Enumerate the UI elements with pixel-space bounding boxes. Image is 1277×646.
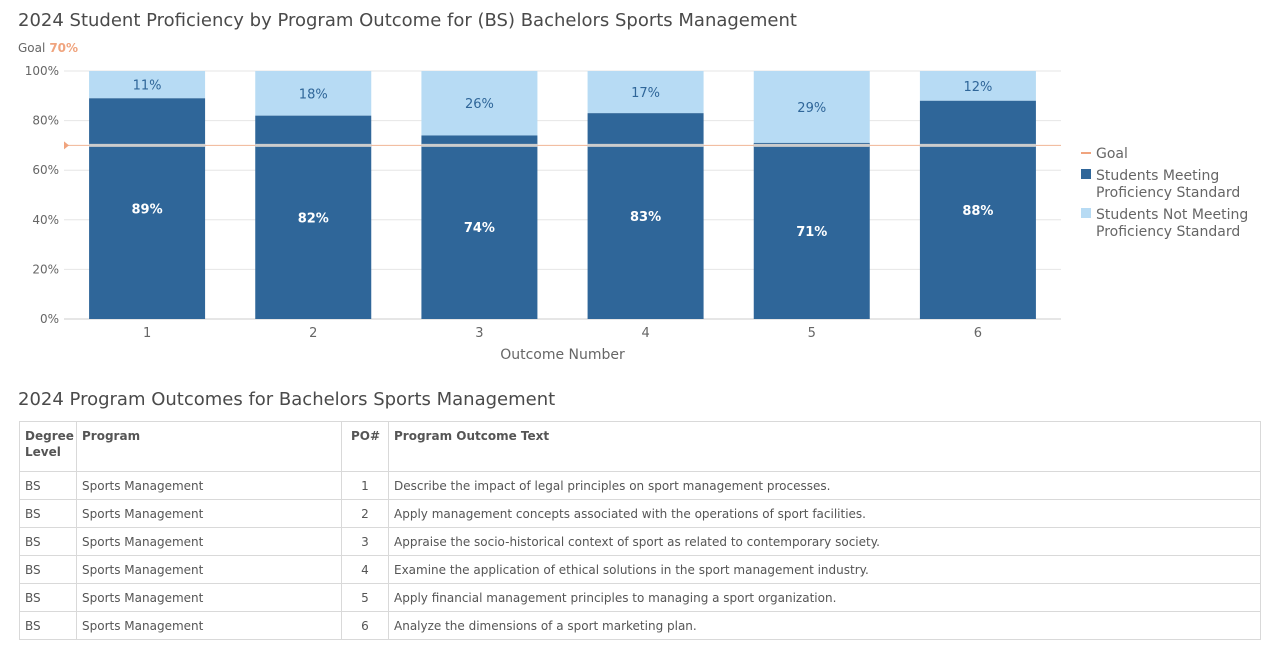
header-degree-level: Degree Level (19, 421, 77, 472)
bar-not-meeting (919, 71, 1036, 101)
header-po-number: PO# (341, 421, 389, 472)
bar-not-meeting (255, 71, 372, 116)
cell-outcome-text: Appraise the socio-historical context of… (388, 527, 1261, 556)
data-label-not-meeting: 18% (299, 87, 328, 102)
bar-not-meeting (421, 71, 538, 136)
goal-caption-label: Goal (18, 41, 46, 55)
x-tick-label: 6 (974, 326, 982, 341)
legend-swatch (1081, 169, 1091, 179)
legend-label: Goal (1096, 146, 1128, 162)
program-outcomes-table: Degree Level Program PO# Program Outcome… (19, 421, 1261, 640)
table-row: BS Sports Management 6 Analyze the dimen… (19, 611, 1261, 640)
y-tick-label: 20% (32, 262, 59, 276)
table-row: BS Sports Management 1 Describe the impa… (19, 471, 1261, 500)
bar-meeting (421, 135, 538, 319)
bar-meeting (753, 142, 870, 319)
legend-label: Proficiency Standard (1096, 185, 1240, 201)
data-label-meeting: 89% (132, 203, 163, 218)
table-header-row: Degree Level Program PO# Program Outcome… (19, 421, 1261, 472)
y-tick-label: 60% (32, 163, 59, 177)
cell-program: Sports Management (76, 471, 342, 500)
table-title: 2024 Program Outcomes for Bachelors Spor… (18, 389, 556, 410)
bar-not-meeting (587, 71, 704, 114)
legend-label: Proficiency Standard (1096, 224, 1240, 240)
cell-po: 3 (341, 527, 389, 556)
data-label-meeting: 74% (464, 221, 495, 236)
cell-po: 4 (341, 555, 389, 584)
x-axis-label: Outcome Number (500, 347, 625, 363)
data-label-not-meeting: 17% (631, 86, 660, 101)
cell-program: Sports Management (76, 527, 342, 556)
bar-not-meeting (89, 71, 206, 99)
bar-meeting (255, 115, 372, 319)
cell-degree: BS (19, 583, 77, 612)
data-label-not-meeting: 12% (963, 80, 992, 95)
chart-title: 2024 Student Proficiency by Program Outc… (18, 10, 797, 31)
table-row: BS Sports Management 5 Apply financial m… (19, 583, 1261, 612)
table-row: BS Sports Management 2 Apply management … (19, 499, 1261, 528)
cell-degree: BS (19, 471, 77, 500)
data-label-not-meeting: 29% (797, 101, 826, 116)
bar-not-meeting (753, 71, 870, 143)
cell-outcome-text: Analyze the dimensions of a sport market… (388, 611, 1261, 640)
cell-po: 6 (341, 611, 389, 640)
y-tick-label: 100% (25, 64, 59, 78)
cell-degree: BS (19, 499, 77, 528)
cell-outcome-text: Apply financial management principles to… (388, 583, 1261, 612)
bar-meeting (89, 98, 206, 319)
goal-marker-icon (64, 141, 69, 150)
legend-label: Students Meeting (1096, 168, 1219, 184)
cell-po: 2 (341, 499, 389, 528)
cell-outcome-text: Examine the application of ethical solut… (388, 555, 1261, 584)
cell-program: Sports Management (76, 583, 342, 612)
table-row: BS Sports Management 4 Examine the appli… (19, 555, 1261, 584)
x-tick-label: 3 (475, 326, 483, 341)
goal-caption-value: 70% (49, 41, 79, 55)
x-tick-label: 5 (808, 326, 816, 341)
cell-degree: BS (19, 611, 77, 640)
data-label-not-meeting: 26% (465, 97, 494, 112)
cell-degree: BS (19, 527, 77, 556)
cell-po: 5 (341, 583, 389, 612)
bar-meeting (587, 113, 704, 319)
x-tick-label: 4 (641, 326, 649, 341)
cell-program: Sports Management (76, 555, 342, 584)
goal-caption: Goal 70% (18, 41, 78, 55)
legend-label: Students Not Meeting (1096, 207, 1248, 223)
data-label-meeting: 88% (962, 204, 993, 219)
cell-program: Sports Management (76, 611, 342, 640)
cell-po: 1 (341, 471, 389, 500)
data-label-meeting: 82% (298, 211, 329, 226)
y-tick-label: 0% (40, 312, 59, 326)
y-tick-label: 40% (32, 213, 59, 227)
table-row: BS Sports Management 3 Appraise the soci… (19, 527, 1261, 556)
bar-meeting (919, 100, 1036, 319)
x-tick-label: 1 (143, 326, 151, 341)
legend-swatch (1081, 208, 1091, 218)
header-program: Program (76, 421, 342, 472)
data-label-meeting: 71% (796, 225, 827, 240)
cell-outcome-text: Describe the impact of legal principles … (388, 471, 1261, 500)
cell-program: Sports Management (76, 499, 342, 528)
header-outcome-text: Program Outcome Text (388, 421, 1261, 472)
x-tick-label: 2 (309, 326, 317, 341)
data-label-not-meeting: 11% (133, 79, 162, 94)
cell-degree: BS (19, 555, 77, 584)
data-label-meeting: 83% (630, 210, 661, 225)
proficiency-bar-chart: 0% 20% 40% 60% 80% 100% 11% 89% 1 18% 82% 2 26% 74% 3 1… (25, 64, 1249, 363)
cell-outcome-text: Apply management concepts associated wit… (388, 499, 1261, 528)
y-tick-label: 80% (32, 114, 59, 128)
